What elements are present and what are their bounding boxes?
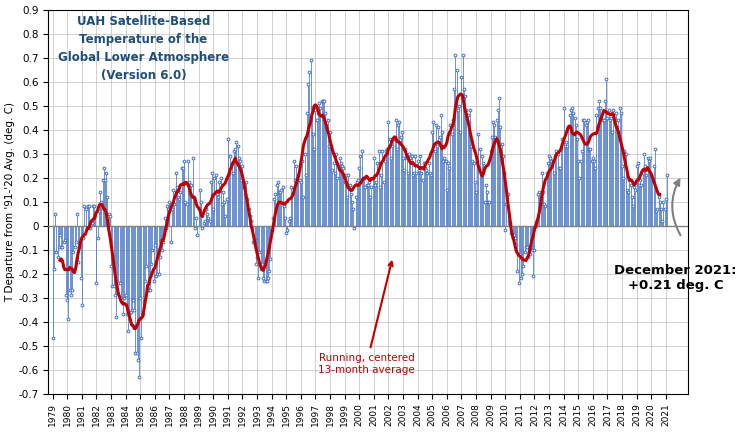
Text: Running, centered
13-month average: Running, centered 13-month average bbox=[318, 262, 415, 375]
Text: December 2021:
+0.21 deg. C: December 2021: +0.21 deg. C bbox=[614, 264, 737, 292]
Y-axis label: T Departure from '91-'20 Avg. (deg. C): T Departure from '91-'20 Avg. (deg. C) bbox=[5, 102, 16, 302]
Text: UAH Satellite-Based
Temperature of the
Global Lower Atmosphere
(Version 6.0): UAH Satellite-Based Temperature of the G… bbox=[58, 15, 229, 83]
